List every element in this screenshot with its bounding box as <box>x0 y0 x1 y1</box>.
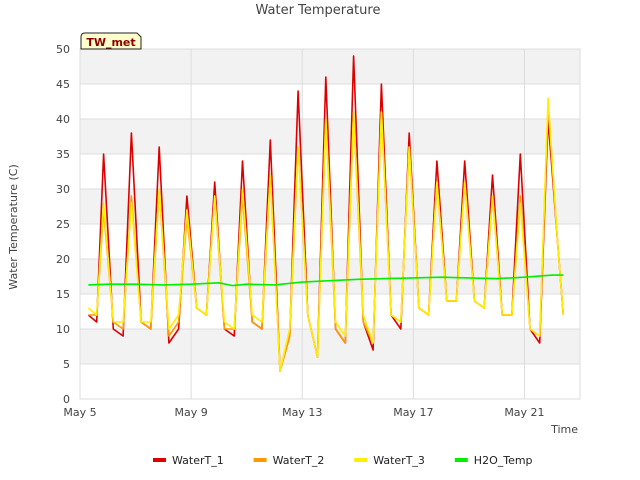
chart-title: Water Temperature <box>256 3 381 18</box>
x-tick-label: May 21 <box>504 406 544 419</box>
x-tick-label: May 5 <box>63 406 96 419</box>
plot-band <box>80 119 580 154</box>
plot-band <box>80 49 580 84</box>
y-tick-label: 45 <box>56 78 70 91</box>
y-tick-label: 40 <box>56 113 70 126</box>
y-tick-label: 10 <box>56 323 70 336</box>
plot-band <box>80 364 580 399</box>
legend: WaterT_1 WaterT_2 WaterT_3 H2O_Temp <box>153 454 533 467</box>
series-lines <box>87 55 565 372</box>
y-tick-label: 5 <box>63 358 70 371</box>
series-line-h2o-temp <box>88 274 564 287</box>
tw-met-badge: TW_met <box>80 32 142 50</box>
y-axis-ticks: 0 5 10 15 20 25 30 35 40 45 50 <box>56 43 70 406</box>
series-line-watert-3 <box>87 97 565 372</box>
legend-swatch <box>153 458 166 462</box>
x-axis-ticks: May 5 May 9 May 13 May 17 May 21 <box>63 406 544 419</box>
plot-band <box>80 294 580 329</box>
legend-swatch <box>454 458 468 462</box>
y-tick-label: 0 <box>63 393 70 406</box>
legend-swatch <box>354 458 368 462</box>
y-tick-label: 25 <box>56 218 70 231</box>
plot-band <box>80 84 580 119</box>
legend-label: WaterT_1 <box>172 454 224 467</box>
legend-label: WaterT_3 <box>373 454 425 467</box>
y-tick-label: 35 <box>56 148 70 161</box>
plot-band <box>80 329 580 364</box>
legend-swatch <box>253 458 267 462</box>
x-tick-label: May 17 <box>393 406 433 419</box>
legend-label: WaterT_2 <box>273 454 325 467</box>
badge-box <box>80 32 142 50</box>
y-axis-title: Water Temperature (C) <box>7 164 20 289</box>
plot-band <box>80 259 580 294</box>
y-tick-label: 30 <box>56 183 70 196</box>
y-tick-label: 20 <box>56 253 70 266</box>
y-tick-label: 50 <box>56 43 70 56</box>
x-axis-title: Time <box>550 423 578 436</box>
badge-label: TW_met <box>86 36 135 49</box>
legend-label: H2O_Temp <box>474 454 533 467</box>
x-tick-label: May 13 <box>282 406 322 419</box>
y-tick-label: 15 <box>56 288 70 301</box>
x-tick-label: May 9 <box>174 406 207 419</box>
